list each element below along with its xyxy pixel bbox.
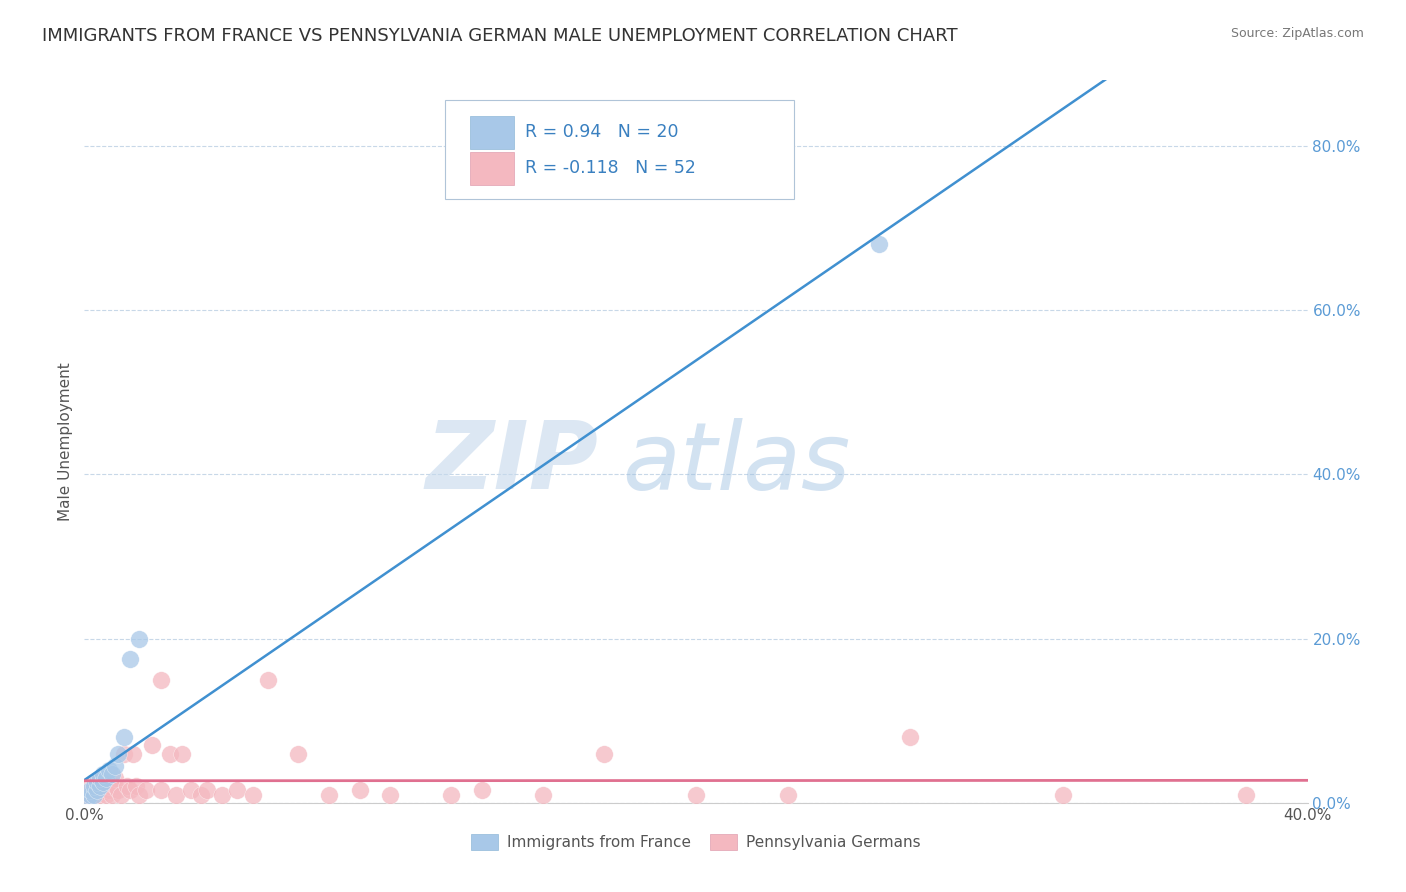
Point — [318, 788, 340, 802]
Point — [471, 783, 494, 797]
Point — [685, 788, 707, 802]
Point — [149, 783, 172, 797]
Point — [115, 780, 138, 794]
Point — [135, 783, 157, 797]
Point — [104, 759, 127, 773]
Point — [107, 747, 129, 761]
Y-axis label: Male Unemployment: Male Unemployment — [58, 362, 73, 521]
Point — [165, 788, 187, 802]
Point — [83, 780, 105, 794]
Point — [86, 786, 108, 800]
Point — [257, 673, 280, 687]
Point — [86, 783, 108, 797]
Point — [83, 788, 105, 802]
Point — [287, 747, 309, 761]
Point — [110, 788, 132, 802]
Point — [190, 788, 212, 802]
Point — [122, 747, 145, 761]
Point — [89, 780, 111, 794]
Point — [380, 788, 402, 802]
Point — [76, 788, 98, 802]
Point — [120, 652, 142, 666]
Point — [211, 788, 233, 802]
Point — [776, 788, 799, 802]
Point — [349, 783, 371, 797]
Point — [79, 789, 101, 804]
Point — [593, 747, 616, 761]
Point — [141, 739, 163, 753]
Point — [898, 730, 921, 744]
Point — [91, 767, 114, 781]
Point — [112, 730, 135, 744]
Point — [869, 237, 891, 252]
Point — [79, 788, 101, 802]
Text: IMMIGRANTS FROM FRANCE VS PENNSYLVANIA GERMAN MALE UNEMPLOYMENT CORRELATION CHAR: IMMIGRANTS FROM FRANCE VS PENNSYLVANIA G… — [42, 27, 957, 45]
Point — [89, 771, 111, 785]
Text: R = -0.118   N = 52: R = -0.118 N = 52 — [524, 160, 696, 178]
Point — [89, 788, 111, 802]
Point — [101, 788, 124, 802]
Text: Source: ZipAtlas.com: Source: ZipAtlas.com — [1230, 27, 1364, 40]
Point — [107, 783, 129, 797]
Point — [91, 775, 114, 789]
Point — [86, 783, 108, 797]
Point — [104, 780, 127, 794]
Point — [97, 783, 120, 797]
Point — [83, 775, 105, 789]
Text: R = 0.94   N = 20: R = 0.94 N = 20 — [524, 123, 678, 141]
Point — [1236, 788, 1258, 802]
Point — [128, 632, 150, 646]
Point — [101, 767, 124, 781]
Point — [440, 788, 463, 802]
Point — [83, 788, 105, 802]
Point — [112, 747, 135, 761]
FancyBboxPatch shape — [446, 100, 794, 200]
Point — [1052, 788, 1074, 802]
Point — [531, 788, 554, 802]
Point — [120, 783, 142, 797]
Point — [104, 771, 127, 785]
Point — [91, 775, 114, 789]
Point — [128, 788, 150, 802]
Point — [79, 783, 101, 797]
FancyBboxPatch shape — [470, 116, 513, 149]
Point — [97, 780, 120, 794]
Point — [94, 788, 117, 802]
Point — [91, 783, 114, 797]
Point — [149, 673, 172, 687]
Point — [89, 780, 111, 794]
Point — [159, 747, 181, 761]
Legend: Immigrants from France, Pennsylvania Germans: Immigrants from France, Pennsylvania Ger… — [465, 829, 927, 856]
Point — [79, 780, 101, 794]
Point — [180, 783, 202, 797]
Text: atlas: atlas — [623, 417, 851, 508]
Point — [86, 775, 108, 789]
Text: ZIP: ZIP — [425, 417, 598, 509]
Point — [195, 783, 218, 797]
Point — [76, 791, 98, 805]
Point — [172, 747, 194, 761]
Point — [94, 771, 117, 785]
Point — [242, 788, 264, 802]
Point — [226, 783, 249, 797]
Point — [97, 763, 120, 777]
Point — [125, 780, 148, 794]
FancyBboxPatch shape — [470, 152, 513, 185]
